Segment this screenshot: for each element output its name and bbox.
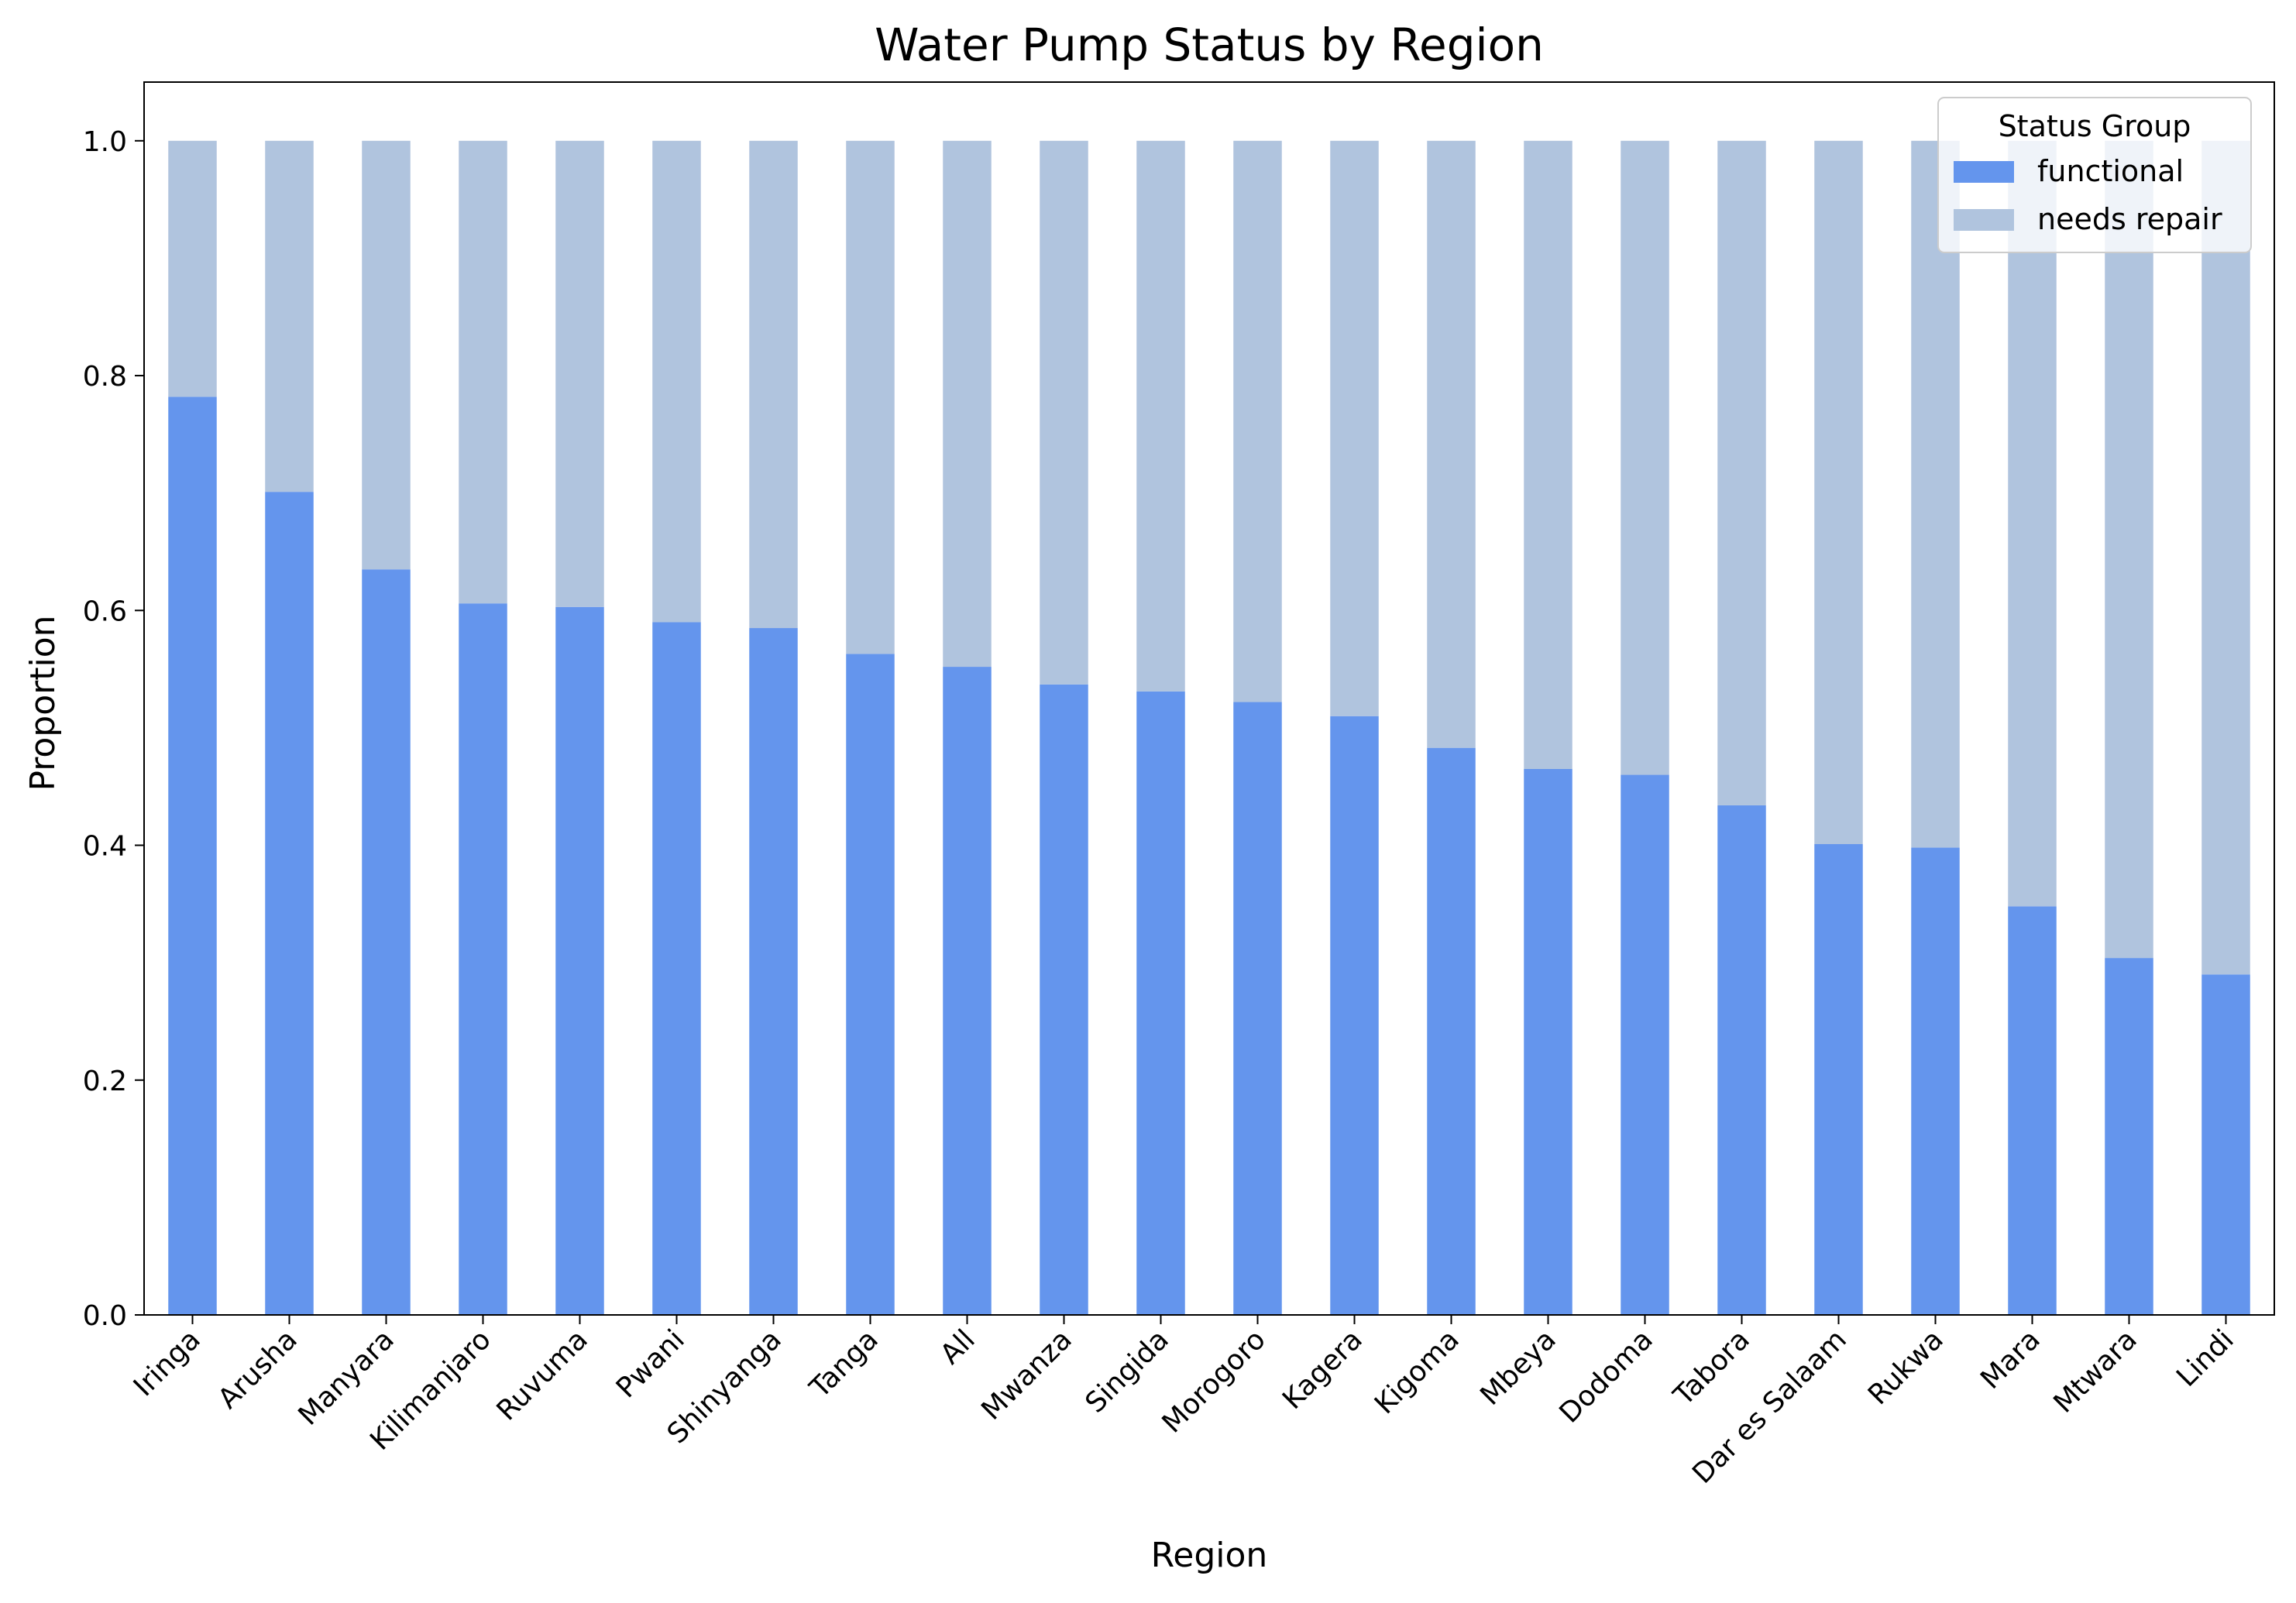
legend: Status Group functional needs repair — [1937, 97, 2252, 253]
bar-needs-repair-2 — [362, 140, 411, 570]
bar-functional-21 — [2201, 974, 2250, 1315]
y-tick-label-1: 0.2 — [83, 1066, 127, 1097]
chart-title: Water Pump Status by Region — [875, 19, 1544, 71]
x-tick-label-5: Pwani — [610, 1323, 691, 1404]
bar-functional-15 — [1621, 774, 1669, 1315]
y-tick-label-5: 1.0 — [83, 126, 127, 158]
legend-swatch-1 — [1954, 209, 2014, 231]
x-tick-label-15: Dodoma — [1554, 1323, 1659, 1429]
bar-functional-13 — [1427, 747, 1476, 1315]
legend-swatch-0 — [1954, 161, 2014, 183]
plot-frame — [143, 81, 2275, 1316]
x-tick-label-8: All — [934, 1323, 981, 1371]
bar-functional-10 — [1136, 691, 1185, 1315]
bar-needs-repair-20 — [2105, 140, 2153, 959]
bar-needs-repair-11 — [1233, 140, 1282, 702]
bar-needs-repair-15 — [1621, 140, 1669, 775]
bar-needs-repair-1 — [265, 140, 314, 493]
bar-functional-11 — [1233, 702, 1282, 1315]
legend-label-1: needs repair — [2037, 202, 2222, 236]
bar-functional-1 — [265, 492, 314, 1315]
bar-functional-17 — [1814, 844, 1863, 1315]
bar-functional-20 — [2105, 958, 2153, 1315]
x-tick-label-13: Kigoma — [1369, 1323, 1466, 1420]
y-axis-label: Proportion — [23, 615, 63, 791]
bar-needs-repair-14 — [1524, 140, 1572, 769]
bar-functional-5 — [652, 622, 701, 1315]
bar-needs-repair-10 — [1136, 140, 1185, 692]
bar-needs-repair-3 — [459, 140, 507, 604]
x-axis-label: Region — [1151, 1536, 1268, 1575]
bar-needs-repair-12 — [1330, 140, 1379, 716]
bar-needs-repair-16 — [1717, 140, 1766, 805]
bar-functional-9 — [1040, 684, 1088, 1315]
legend-items: functional needs repair — [1954, 154, 2222, 236]
x-tick-label-20: Mtwara — [2047, 1323, 2143, 1419]
bar-functional-6 — [749, 628, 798, 1315]
x-tick-label-19: Mara — [1975, 1323, 2047, 1395]
bar-functional-19 — [2008, 906, 2057, 1315]
bar-functional-16 — [1717, 805, 1766, 1315]
bar-needs-repair-6 — [749, 140, 798, 629]
bar-needs-repair-18 — [1911, 140, 1960, 848]
bar-needs-repair-21 — [2201, 140, 2250, 975]
bar-functional-2 — [362, 569, 411, 1315]
bar-functional-18 — [1911, 847, 1960, 1315]
bar-functional-8 — [943, 667, 992, 1315]
bar-needs-repair-5 — [652, 140, 701, 623]
bar-functional-14 — [1524, 768, 1572, 1315]
x-tick-label-12: Kagera — [1277, 1323, 1369, 1416]
legend-box — [1937, 97, 2252, 253]
bars-layer — [168, 140, 2250, 1315]
legend-title: Status Group — [1999, 109, 2191, 143]
y-tick-label-4: 0.8 — [83, 361, 127, 393]
y-tick-label-0: 0.0 — [83, 1300, 127, 1332]
bar-needs-repair-17 — [1814, 140, 1863, 845]
x-tick-label-1: Arusha — [212, 1323, 304, 1415]
y-tick-label-3: 0.6 — [83, 596, 127, 627]
x-tick-label-7: Tanga — [803, 1323, 885, 1405]
x-tick-label-14: Mbeya — [1474, 1323, 1562, 1411]
bar-needs-repair-0 — [168, 140, 217, 397]
x-tick-label-16: Tabora — [1667, 1323, 1755, 1412]
bar-functional-12 — [1330, 716, 1379, 1315]
legend-label-0: functional — [2037, 154, 2184, 188]
bar-needs-repair-4 — [555, 140, 604, 607]
bar-needs-repair-13 — [1427, 140, 1476, 748]
bar-needs-repair-9 — [1040, 140, 1088, 685]
x-tick-label-18: Rukwa — [1862, 1323, 1950, 1411]
x-tick-label-11: Morogoro — [1157, 1323, 1272, 1439]
x-tick-label-9: Mwanza — [975, 1323, 1078, 1426]
bar-needs-repair-19 — [2008, 140, 2057, 907]
bar-needs-repair-8 — [943, 140, 992, 668]
bar-functional-0 — [168, 396, 217, 1315]
bar-functional-3 — [459, 603, 507, 1315]
x-tick-label-4: Ruvuma — [491, 1323, 594, 1426]
bar-functional-7 — [846, 654, 895, 1315]
bar-needs-repair-7 — [846, 140, 895, 654]
bar-functional-4 — [555, 606, 604, 1315]
x-tick-label-10: Singida — [1080, 1323, 1175, 1419]
x-tick-label-21: Lindi — [2171, 1323, 2240, 1393]
y-tick-label-2: 0.4 — [83, 831, 127, 863]
x-tick-label-0: Iringa — [128, 1323, 207, 1402]
